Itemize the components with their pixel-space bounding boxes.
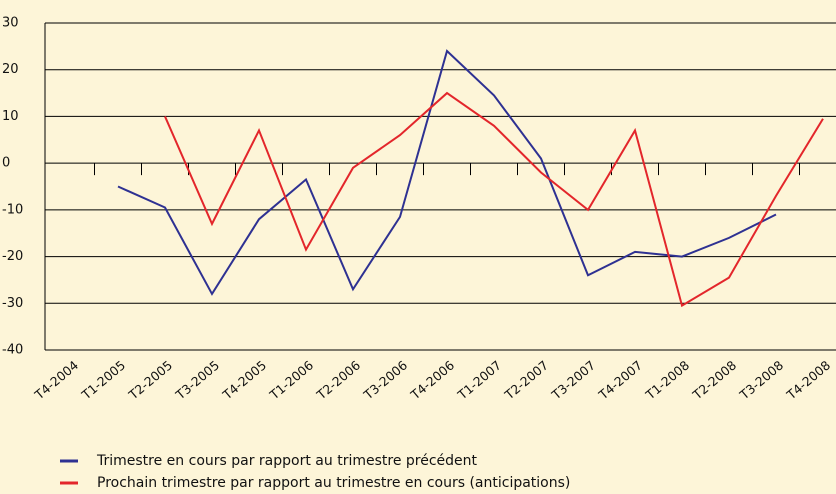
- line-series: [117, 49, 777, 296]
- y-tick-label: 0: [2, 156, 10, 171]
- y-tick-label: -40: [2, 343, 23, 358]
- y-tick-label: -10: [2, 202, 23, 217]
- legend-label: Prochain trimestre par rapport au trimes…: [97, 475, 570, 491]
- y-tick-label: 10: [2, 109, 19, 124]
- y-tick-label: 30: [2, 16, 19, 31]
- line-series: [164, 91, 824, 308]
- legend-label: Trimestre en cours par rapport au trimes…: [96, 453, 478, 469]
- y-tick-label: -20: [2, 249, 23, 264]
- y-tick-label: 20: [2, 62, 19, 77]
- y-tick-label: -30: [2, 296, 23, 311]
